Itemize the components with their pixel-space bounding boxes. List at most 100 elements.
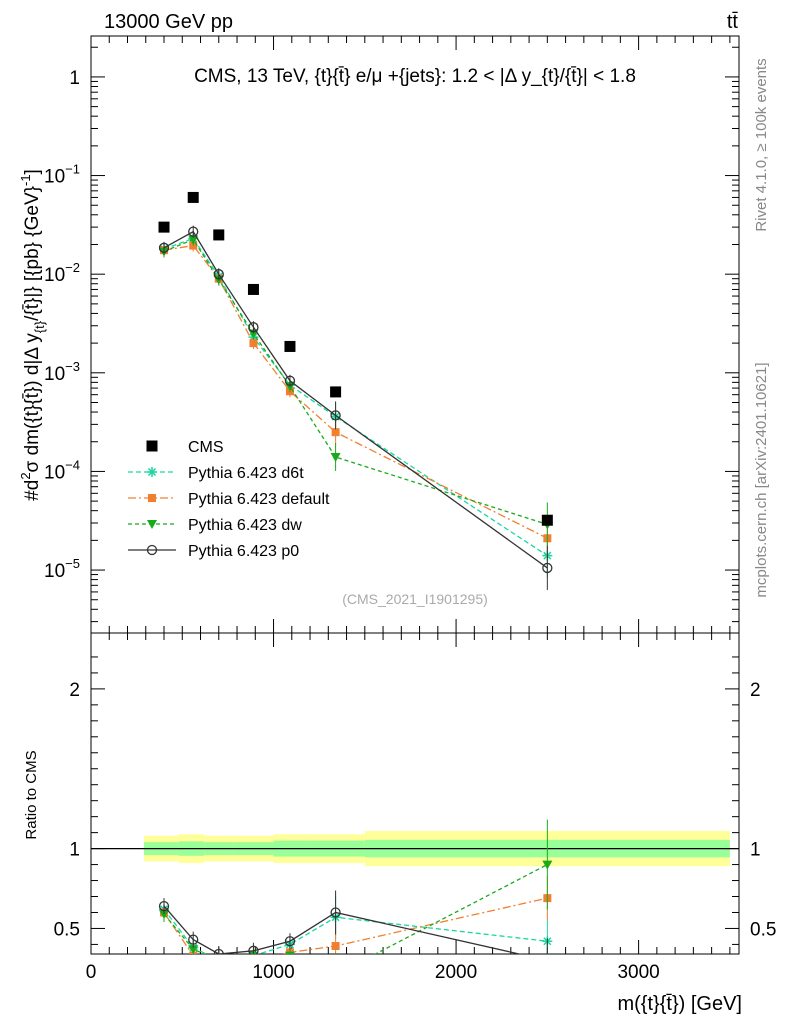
ratio-point xyxy=(542,860,553,870)
ratio-point xyxy=(188,945,199,954)
data-point xyxy=(158,221,170,233)
ratio-point xyxy=(214,956,224,965)
legend-marker xyxy=(146,440,158,452)
ratio-series-pythia-6-423-p0 xyxy=(158,890,552,965)
ratio-point xyxy=(330,907,341,918)
ratio-y-tick-label-left: 2 xyxy=(69,680,80,701)
ratio-y-tick-label-right: 0.5 xyxy=(750,919,776,940)
legend-label: CMS xyxy=(188,439,224,456)
tick-exp: −4 xyxy=(65,457,80,472)
legend-item: Pythia 6.423 dw xyxy=(128,517,302,534)
data-point xyxy=(213,269,224,280)
ratio-point xyxy=(215,957,222,964)
ratio-series-pythia-6-423-d6t xyxy=(159,895,553,964)
ratio-point xyxy=(248,945,259,954)
ratio-point xyxy=(284,951,295,954)
ratio-point xyxy=(331,942,340,951)
ratio-series-line xyxy=(163,863,548,954)
data-point xyxy=(284,340,296,352)
ratio-point xyxy=(215,957,222,964)
tick-base: 10 xyxy=(44,462,65,483)
x-tick-label: 0 xyxy=(86,962,97,983)
data-point xyxy=(187,191,199,203)
y-label-sub-t: {t} xyxy=(32,320,47,333)
process-label: tt̄ xyxy=(727,11,739,33)
ratio-point xyxy=(188,934,199,945)
svg-text:#d2σ dm({t}{t̄}) d|Δ y{t}/{t̄}: #d2σ dm({t}{t̄}) d|Δ y{t}/{t̄}|} [{pb} {… xyxy=(18,169,47,501)
main-y-tick-label: 1 xyxy=(69,68,80,89)
data-point xyxy=(189,241,198,250)
tick-exp: −2 xyxy=(65,260,80,275)
main-y-axis-label: #d2σ dm({t}{t̄}) d|Δ y{t}/{t̄}|} [{pb} {… xyxy=(18,169,47,501)
main-y-tick-label: 10−4 xyxy=(44,457,80,483)
ratio-point xyxy=(213,948,224,954)
main-plot-title: CMS, 13 TeV, {t}{t̄} e/μ +{jets}: 1.2 < … xyxy=(194,66,636,87)
data-point xyxy=(331,428,340,437)
source-label: mcplots.cern.ch [arXiv:2401.10621] xyxy=(753,362,770,597)
y-label-denominator: dm({t}{t̄}) d|Δ y xyxy=(22,333,43,456)
y-label-d2: d xyxy=(22,480,43,491)
data-point xyxy=(284,375,296,386)
legend-item: Pythia 6.423 d6t xyxy=(128,465,304,482)
ratio-y-axis-label: Ratio to CMS xyxy=(23,750,40,839)
data-point xyxy=(542,562,553,574)
x-tick-label: 1000 xyxy=(252,962,294,983)
ratio-point xyxy=(159,910,170,920)
ratio-series-pythia-6-423-default xyxy=(160,876,552,964)
ratio-series-line xyxy=(163,905,523,954)
ratio-point xyxy=(158,900,170,912)
series-line xyxy=(163,237,548,557)
main-y-tick-label: 10−2 xyxy=(44,260,80,286)
legend-item: Pythia 6.423 p0 xyxy=(128,543,299,560)
y-label-close: ] xyxy=(22,169,43,174)
energy-label: 13000 GeV pp xyxy=(104,11,233,33)
ratio-series-group xyxy=(158,819,553,980)
x-axis-label: m({t}{t̄}) [GeV] xyxy=(617,993,742,1015)
legend-label: Pythia 6.423 d6t xyxy=(188,465,304,482)
legend-item: Pythia 6.423 default xyxy=(128,491,330,508)
tick-exp: −5 xyxy=(65,556,80,571)
legend-label: Pythia 6.423 default xyxy=(188,491,330,508)
legend-marker xyxy=(147,467,157,477)
main-y-tick-label: 10−5 xyxy=(44,556,80,582)
data-point xyxy=(158,242,170,253)
ratio-y-tick-label-left: 0.5 xyxy=(54,919,80,940)
data-point xyxy=(249,339,258,348)
main-y-tick-label: 10−3 xyxy=(44,359,80,385)
ratio-y-tick-label-right: 1 xyxy=(750,840,761,861)
tick-base: 10 xyxy=(44,265,65,286)
ratio-y-tick-label-right: 2 xyxy=(750,680,761,701)
data-point xyxy=(213,229,225,241)
ratio-y-tick-label-left: 1 xyxy=(69,840,80,861)
legend-item: CMS xyxy=(146,439,224,456)
data-point xyxy=(330,453,341,463)
data-point xyxy=(188,235,199,245)
tick-exp: −1 xyxy=(65,162,80,177)
ratio-point xyxy=(331,971,341,980)
data-point xyxy=(248,322,259,333)
y-label-hash: # xyxy=(22,490,43,501)
legend-label: Pythia 6.423 p0 xyxy=(188,543,299,560)
tick-base: 10 xyxy=(44,364,65,385)
legend-label: Pythia 6.423 dw xyxy=(188,517,302,534)
data-point xyxy=(188,226,199,237)
x-tick-label: 3000 xyxy=(617,962,659,983)
ratio-point xyxy=(215,956,223,964)
legend-marker xyxy=(148,494,156,502)
data-point xyxy=(330,410,341,421)
ratio-point xyxy=(543,956,552,965)
rivet-label: Rivet 4.1.0, ≥ 100k events xyxy=(753,58,770,231)
legend-marker xyxy=(146,544,158,556)
y-label-sigma: σ xyxy=(22,460,43,472)
tick-exp: −3 xyxy=(65,359,80,374)
watermark: (CMS_2021_I1901295) xyxy=(342,591,488,607)
series-pythia-6-423-default xyxy=(160,239,552,561)
ratio-series-line xyxy=(163,897,548,954)
y-label-tail: /{t̄}|} [{pb} {GeV} xyxy=(22,186,43,321)
main-y-tick-label: 10−1 xyxy=(44,162,80,188)
ratio-point xyxy=(284,936,296,947)
x-tick-label: 2000 xyxy=(435,962,477,983)
y-label-sup2: 2 xyxy=(18,472,33,479)
data-point xyxy=(541,514,553,526)
